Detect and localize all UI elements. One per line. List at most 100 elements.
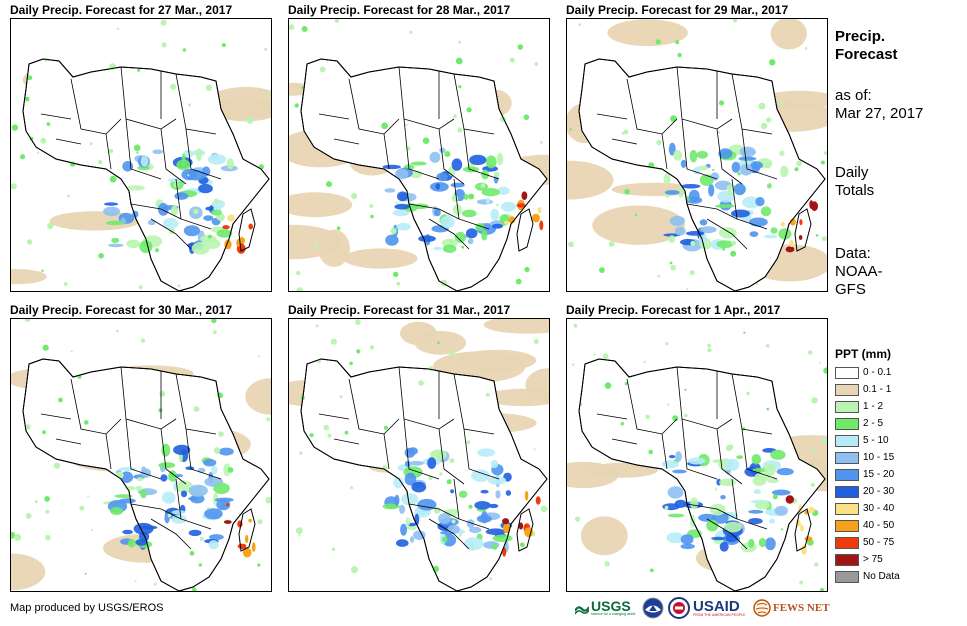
precip-cell — [463, 537, 484, 551]
precip-speck — [819, 361, 822, 364]
precip-cell — [680, 159, 687, 168]
precip-cell — [755, 500, 770, 510]
precip-cell — [699, 219, 708, 226]
precip-speck — [480, 183, 486, 188]
heavy-precip-cell — [811, 201, 818, 212]
country-border — [428, 218, 470, 250]
country-border — [120, 66, 177, 130]
precip-cell — [496, 152, 504, 166]
precip-cell — [749, 217, 768, 227]
precip-speck — [84, 420, 89, 425]
precip-speck — [446, 479, 452, 485]
country-border — [105, 133, 112, 170]
precip-cell — [188, 484, 208, 497]
precip-cell — [404, 460, 411, 467]
precip-cell — [451, 158, 463, 171]
heavy-precip-cell — [524, 490, 529, 501]
precip-speck — [193, 406, 200, 412]
precip-speck — [266, 417, 271, 422]
precip-cell — [396, 539, 409, 547]
precip-cell — [687, 457, 706, 465]
precip-speck — [780, 528, 783, 531]
precip-cell — [126, 239, 141, 249]
precip-speck — [87, 495, 90, 498]
precip-speck — [523, 114, 530, 120]
precip-speck — [20, 154, 26, 160]
precip-cell — [171, 510, 186, 515]
precip-cell — [141, 525, 158, 530]
precip-cell — [463, 193, 469, 200]
map-frame — [566, 18, 828, 292]
heavy-precip-cell — [227, 214, 235, 222]
precip-speck — [301, 86, 304, 89]
precip-cell — [395, 168, 409, 180]
precip-speck — [593, 353, 596, 356]
precip-speck — [159, 390, 166, 397]
precip-speck — [665, 342, 669, 346]
precip-speck — [457, 127, 463, 133]
precip-speck — [820, 160, 825, 165]
precip-speck — [257, 355, 260, 358]
legend-swatch — [835, 469, 859, 481]
country-border — [160, 428, 187, 485]
legend-label: 0 - 0.1 — [863, 367, 892, 378]
heavy-precip-cell — [539, 220, 544, 231]
panel-title: Daily Precip. Forecast for 30 Mar., 2017 — [10, 303, 233, 317]
legend-swatch — [835, 520, 859, 532]
precip-cell — [490, 459, 499, 469]
precip-speck — [799, 580, 804, 585]
precip-speck — [46, 122, 51, 126]
heavy-precip-cell — [502, 518, 510, 525]
precip-cell — [698, 513, 717, 522]
precip-cell — [742, 196, 761, 209]
country-border — [408, 203, 460, 220]
precip-speck — [684, 388, 687, 391]
map-credit: Map produced by USGS/EROS — [10, 602, 164, 614]
precip-cell — [162, 218, 179, 230]
precip-speck — [714, 488, 718, 491]
precip-cell — [661, 460, 679, 469]
precip-cell — [411, 481, 427, 493]
heavy-precip-cell — [535, 496, 541, 505]
country-border — [438, 128, 465, 185]
precip-cell — [771, 489, 791, 496]
precip-cell — [711, 536, 726, 541]
country-border — [70, 378, 122, 435]
map-frame — [10, 318, 272, 592]
precip-speck — [728, 444, 734, 450]
precip-speck — [575, 516, 581, 522]
precip-cell — [176, 159, 191, 171]
precip-cell — [111, 237, 120, 243]
dry-patch — [318, 229, 350, 267]
precip-cell — [430, 451, 444, 456]
precip-cell — [400, 523, 408, 536]
legend-swatch — [835, 554, 859, 566]
country-border — [383, 433, 390, 470]
heavy-precip-cell — [799, 219, 803, 226]
precip-speck — [11, 124, 19, 131]
precip-speck — [53, 462, 61, 469]
precip-cell — [139, 240, 153, 254]
country-border — [408, 503, 460, 520]
precip-speck — [604, 382, 612, 389]
country-border — [681, 418, 718, 480]
precip-cell — [715, 204, 735, 209]
precip-cell — [731, 161, 741, 173]
precip-speck — [649, 568, 654, 573]
dry-patch — [592, 205, 685, 245]
precip-speck — [189, 551, 195, 556]
precip-speck — [811, 397, 818, 404]
precip-cell — [406, 525, 417, 531]
precip-speck — [765, 162, 772, 169]
precip-cell — [718, 227, 737, 239]
precip-cell — [454, 231, 466, 243]
precip-cell — [477, 448, 496, 457]
precip-cell — [754, 472, 771, 481]
legend-title: PPT (mm) — [835, 347, 892, 361]
asof-label: as of: — [835, 87, 872, 104]
precip-speck — [621, 132, 625, 135]
precip-speck — [517, 44, 524, 50]
legend-swatch — [835, 418, 859, 430]
precip-speck — [509, 57, 515, 63]
precip-speck — [187, 174, 190, 177]
